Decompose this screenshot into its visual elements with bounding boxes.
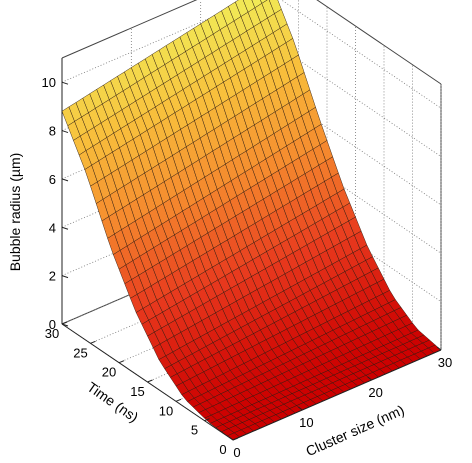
z-tick-label: 10: [42, 75, 56, 90]
z-tick-label: 6: [49, 172, 56, 187]
x-tick-label: 10: [299, 415, 313, 430]
x-tick-mark: [228, 436, 234, 441]
y-tick-mark: [61, 321, 68, 325]
y-tick-mark: [90, 340, 96, 344]
y-tick-mark: [204, 418, 210, 422]
y-tick-label: 15: [130, 384, 144, 399]
z-tick-mark: [61, 323, 69, 327]
grid-line: [316, 0, 442, 85]
x-axis-label: Cluster size (nm): [303, 402, 406, 458]
x-tick-label: 0: [233, 445, 240, 458]
y-tick-label: 20: [102, 365, 116, 380]
y-tick-label: 25: [73, 345, 87, 360]
x-tick-label: 30: [438, 355, 452, 370]
y-tick-label: 0: [219, 442, 226, 457]
x-tick-mark: [436, 346, 442, 351]
z-tick-label: 2: [49, 269, 56, 284]
z-tick-mark: [61, 130, 69, 134]
z-tick-mark: [61, 275, 69, 279]
z-tick-label: 0: [49, 317, 56, 332]
z-axis-label: Bubble radius (µm): [7, 153, 23, 272]
y-tick-mark: [118, 360, 125, 364]
grid-line: [61, 0, 198, 59]
z-tick-label: 4: [49, 220, 56, 235]
x-tick-label: 20: [368, 385, 382, 400]
z-tick-label: 8: [49, 124, 56, 139]
x-tick-mark: [298, 406, 303, 411]
y-tick-mark: [175, 398, 182, 402]
y-tick-label: 10: [159, 403, 173, 418]
z-tick-mark: [61, 226, 69, 230]
z-tick-mark: [61, 178, 69, 182]
z-tick-mark: [61, 81, 69, 85]
y-tick-mark: [232, 437, 239, 441]
y-tick-label: 30: [45, 326, 59, 341]
x-axis-line: [232, 349, 442, 441]
x-tick-mark: [367, 376, 372, 381]
surface-mesh: [61, 0, 442, 441]
y-tick-mark: [147, 379, 153, 383]
y-tick-label: 5: [191, 423, 198, 438]
